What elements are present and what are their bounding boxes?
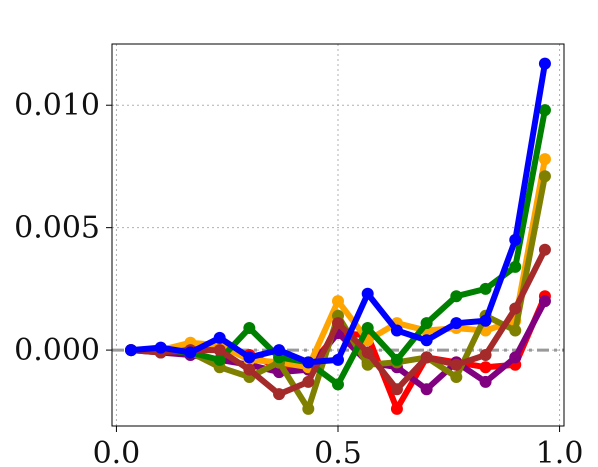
data-point (213, 344, 226, 357)
data-point (420, 383, 433, 396)
data-point (361, 322, 374, 335)
data-point (390, 353, 403, 366)
data-point (273, 344, 286, 357)
data-point (302, 402, 315, 415)
data-point (538, 170, 551, 183)
data-point (509, 351, 522, 364)
data-point (538, 295, 551, 308)
data-point (538, 153, 551, 166)
data-point (420, 351, 433, 364)
data-point (243, 351, 256, 364)
data-point (479, 282, 492, 295)
axes (106, 43, 565, 432)
data-point (332, 295, 344, 308)
data-point (450, 290, 463, 303)
data-point (273, 388, 286, 401)
y-tick-label: 0.000 (14, 333, 100, 368)
x-tick-label: 1.0 (536, 436, 584, 467)
series-lines (125, 57, 551, 415)
data-point (538, 104, 551, 117)
data-point (538, 243, 551, 256)
data-point (302, 356, 315, 369)
data-point (361, 358, 374, 371)
data-point (302, 375, 315, 388)
data-point (509, 324, 522, 337)
data-point (390, 402, 403, 415)
data-point (479, 375, 492, 388)
data-point (154, 341, 167, 354)
data-point (390, 383, 403, 396)
data-point (509, 260, 522, 273)
data-point (125, 344, 138, 357)
data-point (479, 314, 492, 327)
data-point (538, 57, 551, 70)
data-point (361, 287, 374, 300)
data-point (390, 324, 403, 337)
data-point (184, 346, 197, 359)
y-tick-label: 0.010 (14, 88, 100, 123)
x-tick-label: 0.5 (314, 436, 362, 467)
data-point (450, 317, 463, 330)
y-tick-label: 0.005 (14, 211, 100, 246)
data-point (243, 322, 256, 335)
data-point (213, 331, 226, 344)
data-point (509, 233, 522, 246)
data-point (332, 353, 344, 366)
data-point (450, 358, 463, 371)
data-point (479, 361, 492, 374)
tick-labels: 0.0 0.5 1.0 0.000 0.005 0.010 (14, 88, 583, 467)
data-point (361, 346, 374, 359)
data-point (479, 348, 492, 361)
series-7 (125, 57, 551, 369)
data-point (243, 363, 256, 376)
data-point (213, 353, 226, 366)
data-point (332, 317, 344, 330)
data-point (420, 334, 433, 347)
data-point (420, 317, 433, 330)
data-point (450, 371, 463, 384)
data-point (509, 302, 522, 315)
x-tick-label: 0.0 (93, 436, 141, 467)
data-point (332, 378, 344, 391)
